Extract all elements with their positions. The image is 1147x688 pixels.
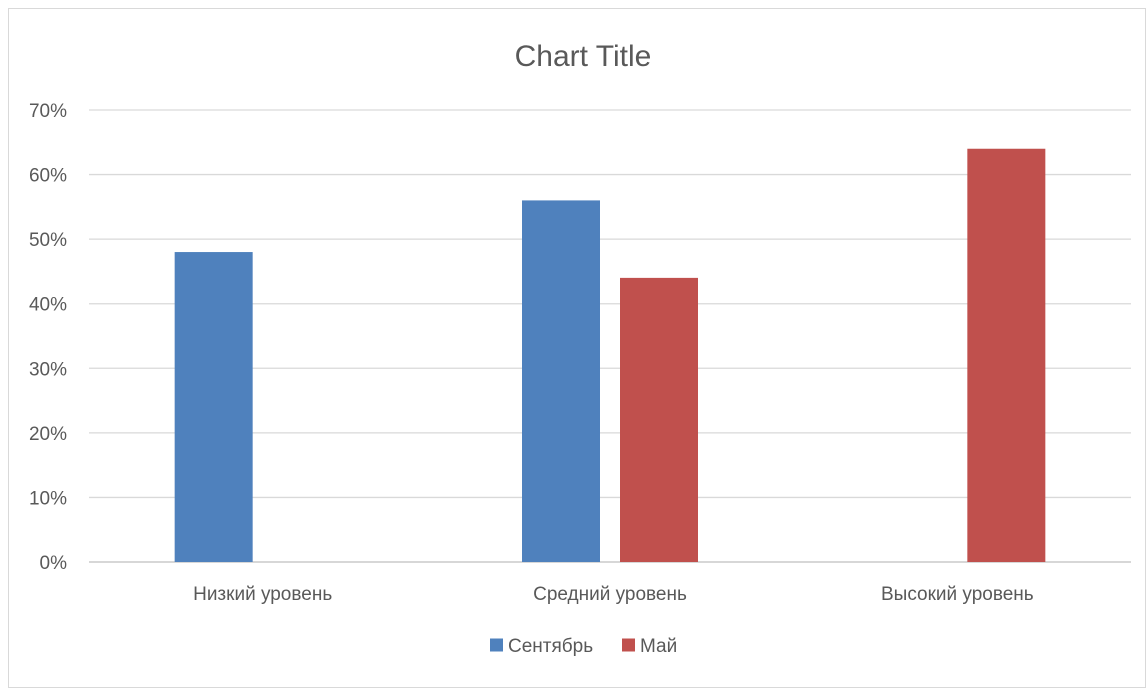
y-tick-label: 10% xyxy=(29,488,67,509)
y-tick-label: 50% xyxy=(29,230,67,251)
y-tick-label: 40% xyxy=(29,295,67,316)
legend-label: Сентябрь xyxy=(508,636,593,657)
x-category-label: Низкий уровень xyxy=(193,584,332,605)
bar-september xyxy=(522,200,600,562)
bar-may xyxy=(620,277,698,562)
y-tick-label: 60% xyxy=(29,166,67,187)
bar-may xyxy=(967,148,1046,562)
legend-label: Май xyxy=(640,636,677,657)
chart-title: Chart Title xyxy=(515,40,652,73)
y-tick-label: 70% xyxy=(29,101,67,122)
x-category-label: Средний уровень xyxy=(533,584,687,605)
gridlines xyxy=(89,109,1131,563)
x-axis-categories: Низкий уровень Средний уровень Высокий уро… xyxy=(193,584,1034,605)
legend-swatch xyxy=(622,638,635,652)
bars xyxy=(174,148,1046,563)
bar-september xyxy=(174,252,253,563)
y-tick-label: 30% xyxy=(29,359,67,380)
y-tick-label: 0% xyxy=(40,553,68,574)
y-tick-label: 20% xyxy=(29,424,67,445)
x-category-label: Высокий уровень xyxy=(881,584,1034,605)
legend-swatch xyxy=(490,638,503,652)
legend: Сентябрь Май xyxy=(490,636,677,657)
y-axis-ticks: 0% 10% 20% 30% 40% 50% 60% 70% xyxy=(29,101,67,574)
